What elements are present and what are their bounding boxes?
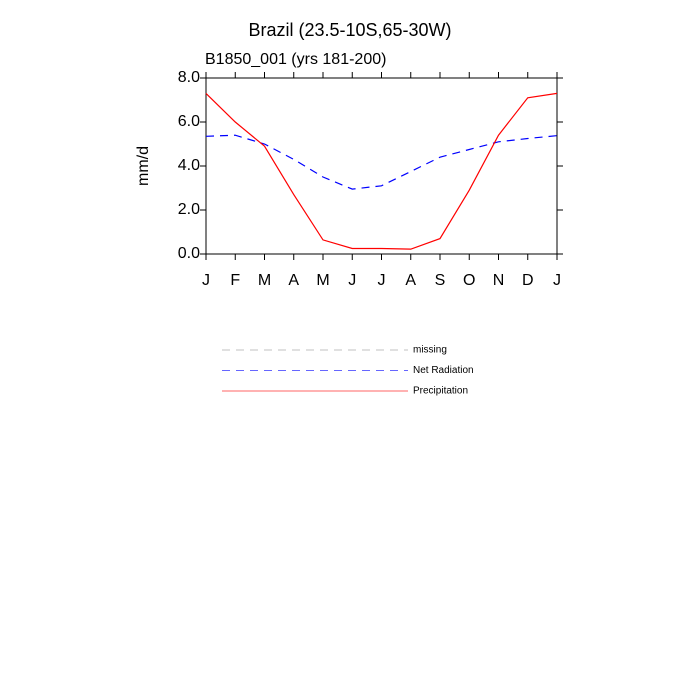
legend-label: missing bbox=[413, 345, 447, 356]
y-tick-label: 2.0 bbox=[178, 201, 200, 218]
x-tick-label: J bbox=[553, 272, 561, 289]
data-line bbox=[205, 134, 558, 190]
x-tick-label: J bbox=[378, 272, 386, 289]
chart-subtitle: B1850_001 (yrs 181-200) bbox=[205, 51, 386, 68]
y-tick-label: 4.0 bbox=[178, 157, 200, 174]
legend-label: Precipitation bbox=[413, 386, 468, 397]
x-tick-label: D bbox=[522, 272, 534, 289]
y-axis-label: mm/d bbox=[135, 146, 152, 186]
y-tick-label: 8.0 bbox=[178, 69, 200, 86]
x-tick-label: O bbox=[463, 272, 475, 289]
x-tick-label: F bbox=[230, 272, 240, 289]
x-tick-label: J bbox=[202, 272, 210, 289]
chart-title: Brazil (23.5-10S,65-30W) bbox=[248, 20, 451, 40]
x-tick-label: A bbox=[288, 272, 299, 289]
data-line bbox=[205, 92, 558, 250]
x-tick-label: N bbox=[493, 272, 505, 289]
plot-frame bbox=[205, 77, 558, 255]
x-tick-label: S bbox=[435, 272, 446, 289]
x-tick-label: M bbox=[316, 272, 329, 289]
y-tick-label: 6.0 bbox=[178, 113, 200, 130]
y-tick-label: 0.0 bbox=[178, 245, 200, 262]
legend-label: Net Radiation bbox=[413, 365, 474, 376]
x-tick-label: M bbox=[258, 272, 271, 289]
x-tick-label: A bbox=[405, 272, 416, 289]
x-tick-label: J bbox=[348, 272, 356, 289]
